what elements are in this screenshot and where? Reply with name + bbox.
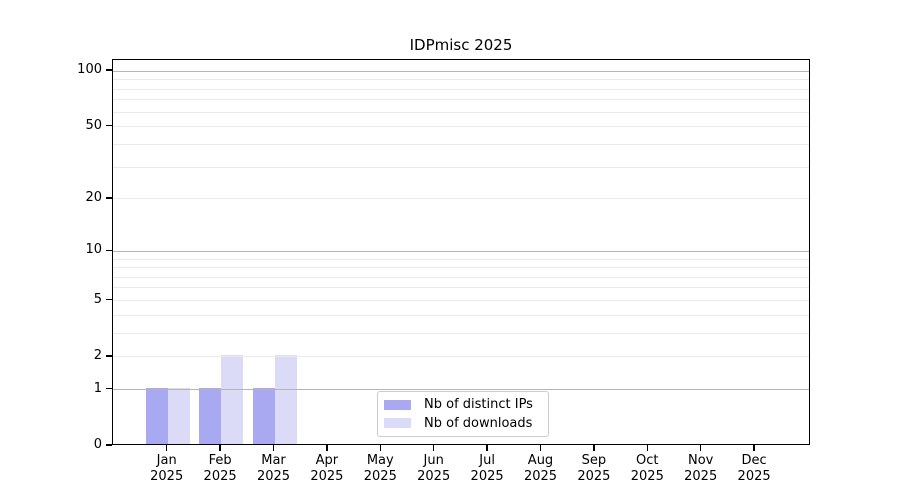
x-tick-label: Jun 2025 (417, 453, 451, 484)
y-gridline-major (113, 70, 809, 72)
y-gridline-minor (113, 166, 809, 168)
legend-label: Nb of downloads (424, 415, 533, 431)
y-gridline-minor (113, 332, 809, 334)
x-tick (326, 445, 328, 451)
x-tick-label: Apr 2025 (310, 453, 344, 484)
legend-swatch-downloads (384, 418, 411, 429)
y-gridline-minor (113, 356, 809, 358)
y-tick (106, 249, 112, 252)
bar-downloads (221, 354, 244, 444)
y-gridline-minor (113, 300, 809, 301)
bar-distinct-ips (145, 387, 168, 444)
y-gridline-major (113, 389, 809, 391)
x-tick (646, 445, 649, 451)
y-tick (106, 387, 112, 390)
y-gridline-minor (113, 88, 809, 90)
bar-downloads (274, 354, 297, 444)
y-gridline-minor (113, 111, 809, 113)
y-gridline-minor (113, 198, 809, 200)
y-tick-label: 5 (93, 291, 102, 307)
y-gridline-minor (113, 126, 809, 128)
x-tick (432, 445, 435, 451)
y-tick-label: 1 (93, 380, 102, 396)
x-tick-label: Jul 2025 (470, 453, 504, 484)
x-tick-label: Aug 2025 (523, 453, 558, 484)
plot-area: Nb of distinct IPs Nb of downloads (112, 59, 810, 445)
x-tick-label: Dec 2025 (737, 453, 771, 484)
y-tick (106, 197, 112, 199)
x-tick (379, 445, 382, 451)
legend-entry: Nb of downloads (384, 416, 542, 431)
y-gridline-minor (113, 314, 809, 316)
y-tick (106, 298, 112, 301)
x-tick (593, 445, 595, 451)
legend-swatch-distinct-ips (384, 399, 411, 410)
y-tick (106, 355, 112, 357)
bar-distinct-ips (252, 387, 275, 444)
y-gridline-minor (113, 79, 809, 81)
y-gridline-minor (113, 258, 809, 260)
x-tick (165, 445, 168, 451)
y-tick-label: 10 (85, 242, 102, 258)
y-gridline-minor (113, 276, 809, 278)
y-tick-label: 100 (77, 62, 102, 78)
x-tick-label: Oct 2025 (630, 453, 664, 484)
x-tick (539, 445, 542, 451)
x-tick-label: May 2025 (363, 453, 397, 484)
x-tick (699, 445, 702, 451)
x-tick-label: Mar 2025 (256, 453, 291, 484)
y-tick-label: 50 (85, 117, 102, 133)
y-tick-label: 2 (93, 347, 102, 363)
y-gridline-major (113, 250, 809, 252)
y-tick-label: 20 (85, 189, 102, 205)
legend-entry: Nb of distinct IPs (384, 397, 542, 412)
x-tick-label: Nov 2025 (684, 453, 718, 484)
y-gridline-minor (113, 287, 809, 289)
legend: Nb of distinct IPs Nb of downloads (377, 391, 549, 437)
bar-distinct-ips (199, 387, 222, 444)
x-tick (753, 445, 755, 451)
x-tick-label: Jan 2025 (150, 453, 184, 484)
x-tick-label: Feb 2025 (203, 453, 237, 484)
y-tick-label: 0 (93, 437, 102, 452)
chart-title: IDPmisc 2025 (409, 36, 513, 54)
x-tick (219, 445, 221, 451)
y-gridline-minor (113, 143, 809, 145)
bar-downloads (167, 387, 190, 444)
legend-label: Nb of distinct IPs (424, 397, 533, 413)
x-tick (272, 445, 275, 451)
y-tick (106, 444, 112, 446)
y-tick (106, 69, 112, 71)
y-gridline-minor (113, 99, 809, 101)
y-gridline-minor (113, 267, 809, 269)
x-tick (486, 445, 488, 451)
x-tick-label: Sep 2025 (577, 453, 611, 484)
y-tick (106, 124, 112, 127)
